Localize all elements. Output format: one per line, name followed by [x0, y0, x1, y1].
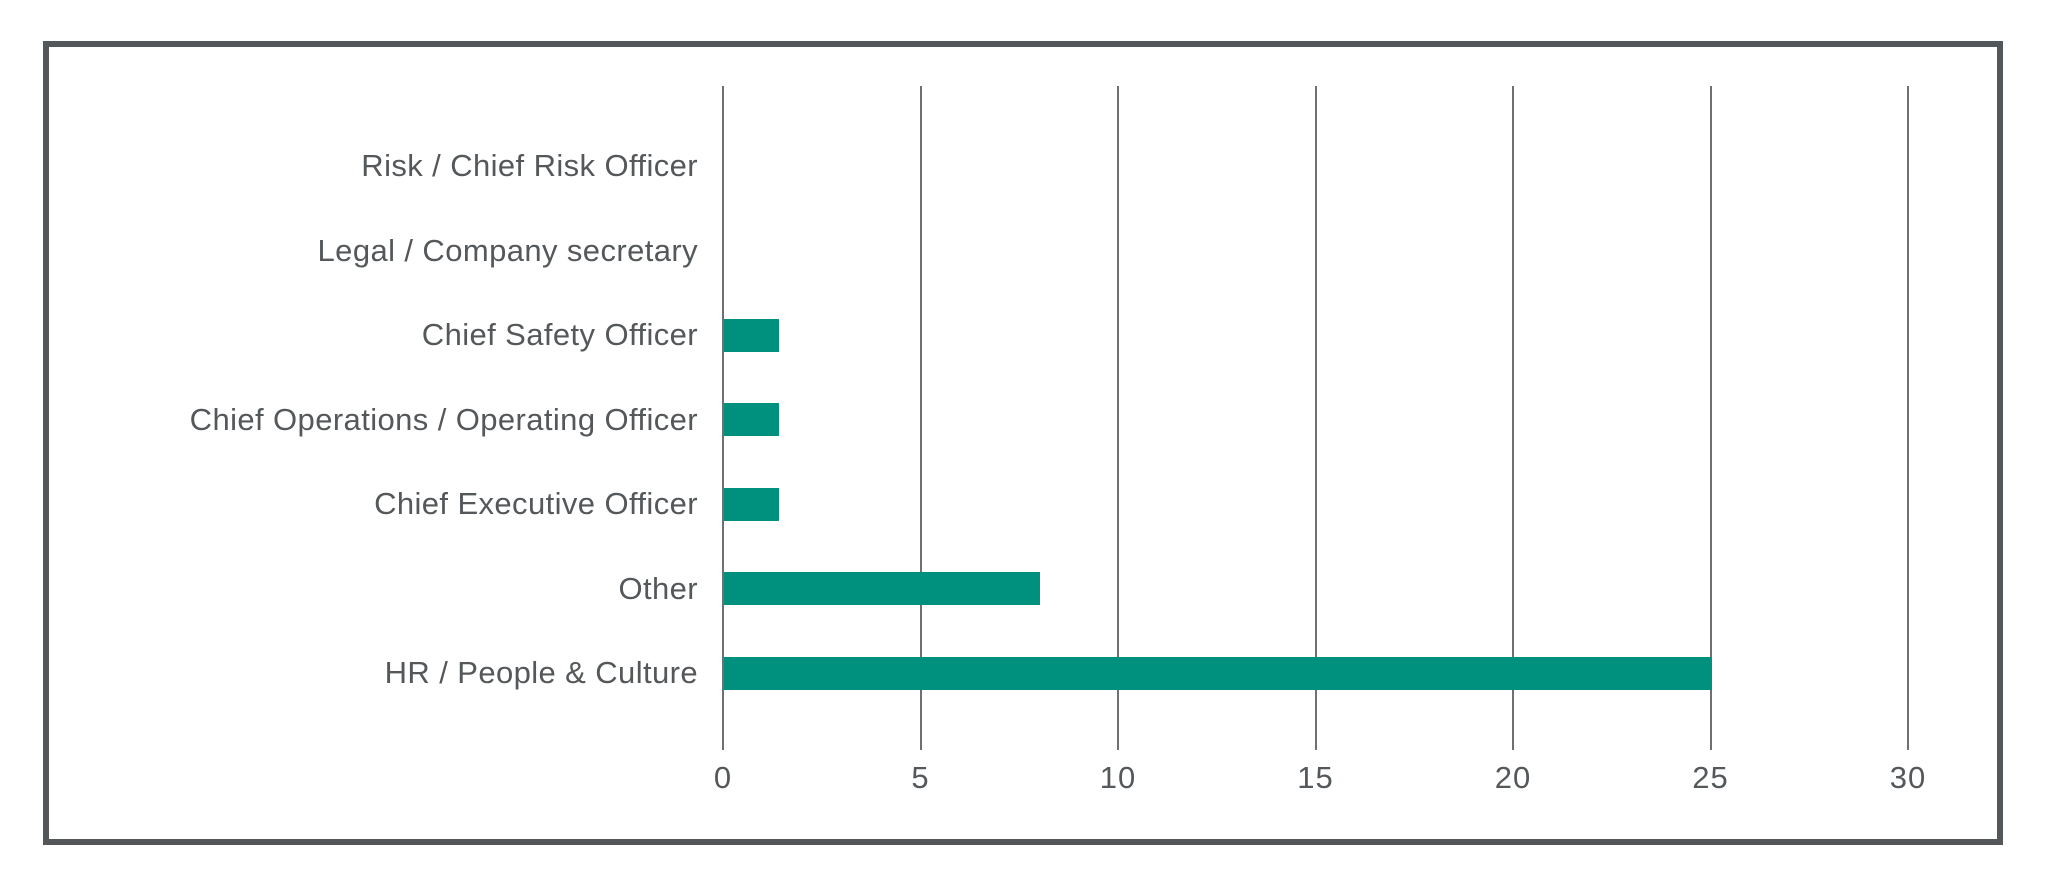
bar [724, 572, 1040, 605]
category-label: HR / People & Culture [384, 655, 698, 690]
bar [724, 403, 780, 436]
bar [724, 487, 780, 521]
gridline-x25 [1709, 86, 1712, 750]
chart-frame [43, 41, 2003, 845]
x-tick-label: 25 [1692, 760, 1729, 795]
x-tick-label: 15 [1297, 760, 1334, 795]
category-label: Chief Executive Officer [374, 486, 698, 521]
gridline-x5 [919, 86, 922, 750]
category-label: Legal / Company secretary [317, 232, 698, 268]
category-label: Other [618, 570, 698, 606]
x-tick-label: 0 [713, 760, 733, 795]
category-label: Risk / Chief Risk Officer [361, 148, 698, 183]
x-tick-label: 10 [1099, 760, 1137, 795]
bar [724, 318, 780, 352]
bar [724, 656, 1712, 690]
category-label: Chief Safety Officer [421, 317, 698, 352]
x-tick-label: 30 [1889, 760, 1927, 795]
gridline-x10 [1117, 86, 1119, 750]
x-tick-label: 5 [911, 760, 930, 795]
category-label: Chief Operations / Operating Officer [189, 401, 698, 437]
gridline-x0 [722, 86, 724, 750]
gridline-x20 [1512, 86, 1514, 750]
gridline-x30 [1907, 86, 1909, 750]
gridline-x15 [1314, 86, 1317, 750]
x-tick-label: 20 [1494, 760, 1532, 795]
